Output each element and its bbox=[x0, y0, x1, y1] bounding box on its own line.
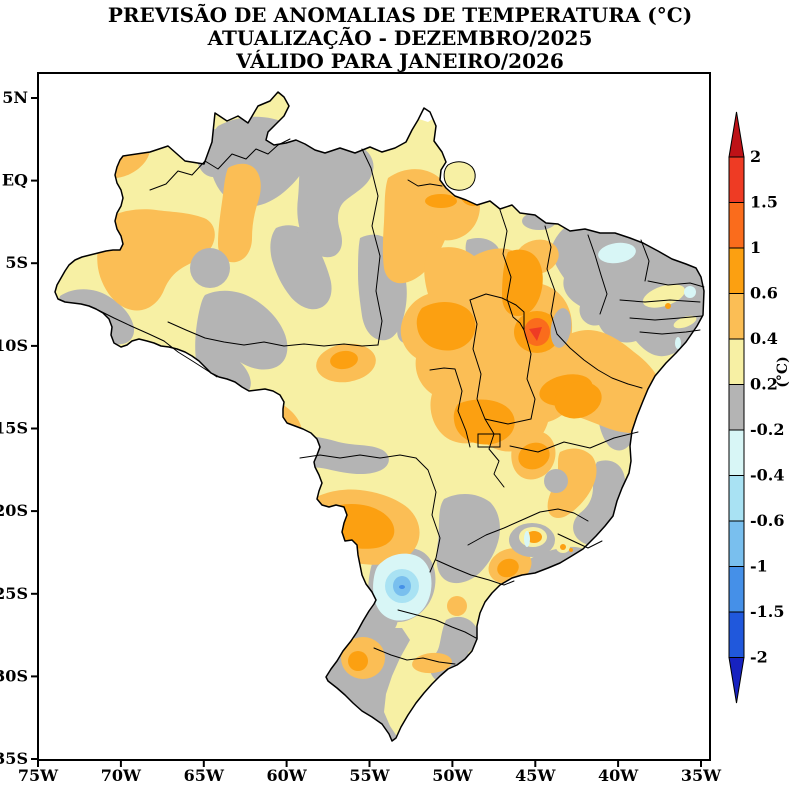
lat-label: EQ bbox=[2, 171, 28, 190]
colorbar-tick-labels: 2 1.5 1 0.6 0.4 0.2 -0.2 -0.4 -0.6 -1 -1… bbox=[750, 147, 784, 667]
cbar-tick: 0.2 bbox=[750, 375, 778, 394]
lat-label: 5S bbox=[5, 253, 28, 272]
cbar-tick: -0.4 bbox=[750, 466, 784, 485]
lon-label: 45W bbox=[515, 766, 556, 785]
hotspot-core bbox=[524, 318, 550, 346]
lat-label: 5N bbox=[2, 88, 28, 107]
cbar-tick: 0.6 bbox=[750, 284, 778, 303]
colorbar: 2 1.5 1 0.6 0.4 0.2 -0.2 -0.4 -0.6 -1 -1… bbox=[728, 111, 791, 704]
axis-ticks bbox=[31, 97, 702, 767]
lon-label: 65W bbox=[184, 766, 225, 785]
lon-label: 75W bbox=[18, 766, 59, 785]
lat-label: 10S bbox=[0, 336, 28, 355]
cbar-tick: 2 bbox=[750, 147, 761, 166]
marajo-island bbox=[443, 161, 476, 191]
colorbar-arrow-top bbox=[728, 111, 745, 158]
lat-label: 35S bbox=[0, 749, 28, 768]
lon-label: 40W bbox=[598, 766, 639, 785]
lat-label: 25S bbox=[0, 584, 28, 603]
cbar-tick: 1.5 bbox=[750, 193, 778, 212]
cbar-tick: -1 bbox=[750, 557, 768, 576]
cbar-tick: -1.5 bbox=[750, 602, 784, 621]
brazil-outline bbox=[54, 91, 705, 742]
lat-label: 15S bbox=[0, 419, 28, 438]
latitude-labels: 5N EQ 5S 10S 15S 20S 25S 30S 35S bbox=[0, 88, 28, 768]
lon-label: 35W bbox=[681, 766, 722, 785]
lat-label: 20S bbox=[0, 501, 28, 520]
state-borders bbox=[97, 138, 705, 665]
cool-regions bbox=[373, 242, 696, 621]
page-subtitle-update: ATUALIZAÇÃO - DEZEMBRO/2025 bbox=[207, 26, 593, 50]
cbar-tick: -2 bbox=[750, 648, 768, 667]
lon-label: 55W bbox=[349, 766, 390, 785]
cbar-tick: 1 bbox=[750, 238, 761, 257]
cbar-tick: -0.2 bbox=[750, 420, 784, 439]
colorbar-arrow-bottom bbox=[728, 657, 745, 704]
lon-label: 60W bbox=[266, 766, 307, 785]
cbar-tick: -0.6 bbox=[750, 511, 784, 530]
cbar-tick: 0.4 bbox=[750, 329, 778, 348]
lon-label: 70W bbox=[101, 766, 142, 785]
page-title: PREVISÃO DE ANOMALIAS DE TEMPERATURA (°C… bbox=[108, 3, 692, 27]
page-subtitle-valid: VÁLIDO PARA JANEIRO/2026 bbox=[235, 49, 564, 73]
lat-label: 30S bbox=[0, 666, 28, 685]
longitude-labels: 75W 70W 65W 60W 55W 50W 45W 40W 35W bbox=[18, 766, 722, 785]
small-warm-dots bbox=[526, 303, 671, 552]
title-block: PREVISÃO DE ANOMALIAS DE TEMPERATURA (°C… bbox=[108, 3, 692, 73]
lon-label: 50W bbox=[432, 766, 473, 785]
distrito-federal-border bbox=[477, 433, 501, 448]
colorbar-unit-label: (°C) bbox=[775, 356, 791, 387]
